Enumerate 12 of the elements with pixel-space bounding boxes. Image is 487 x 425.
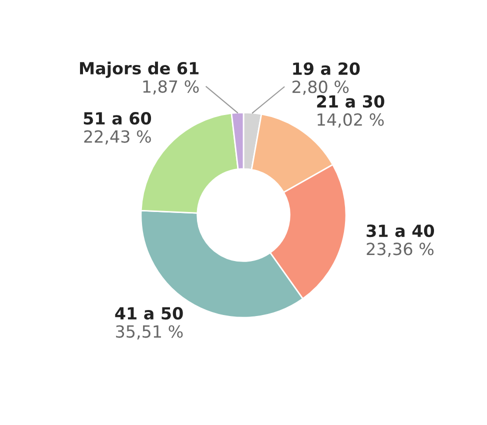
slice-label: 41 a 50	[115, 307, 183, 320]
slice-label: 51 a 60	[84, 112, 152, 125]
data-label: 1,87 %	[143, 80, 199, 95]
slice-label: 19 a 20	[293, 62, 360, 75]
data-label: 14,02 %	[318, 113, 384, 128]
data-label: 2,80 %	[292, 80, 349, 95]
slice-label: 21 a 30	[317, 95, 384, 108]
data-label: 22,43 %	[84, 130, 151, 145]
slice-label: 31 a 40	[366, 224, 434, 238]
data-label: 23,36 %	[366, 242, 434, 257]
data-label: 35,51 %	[116, 325, 183, 340]
slice-label: Majors de 61	[80, 62, 199, 78]
